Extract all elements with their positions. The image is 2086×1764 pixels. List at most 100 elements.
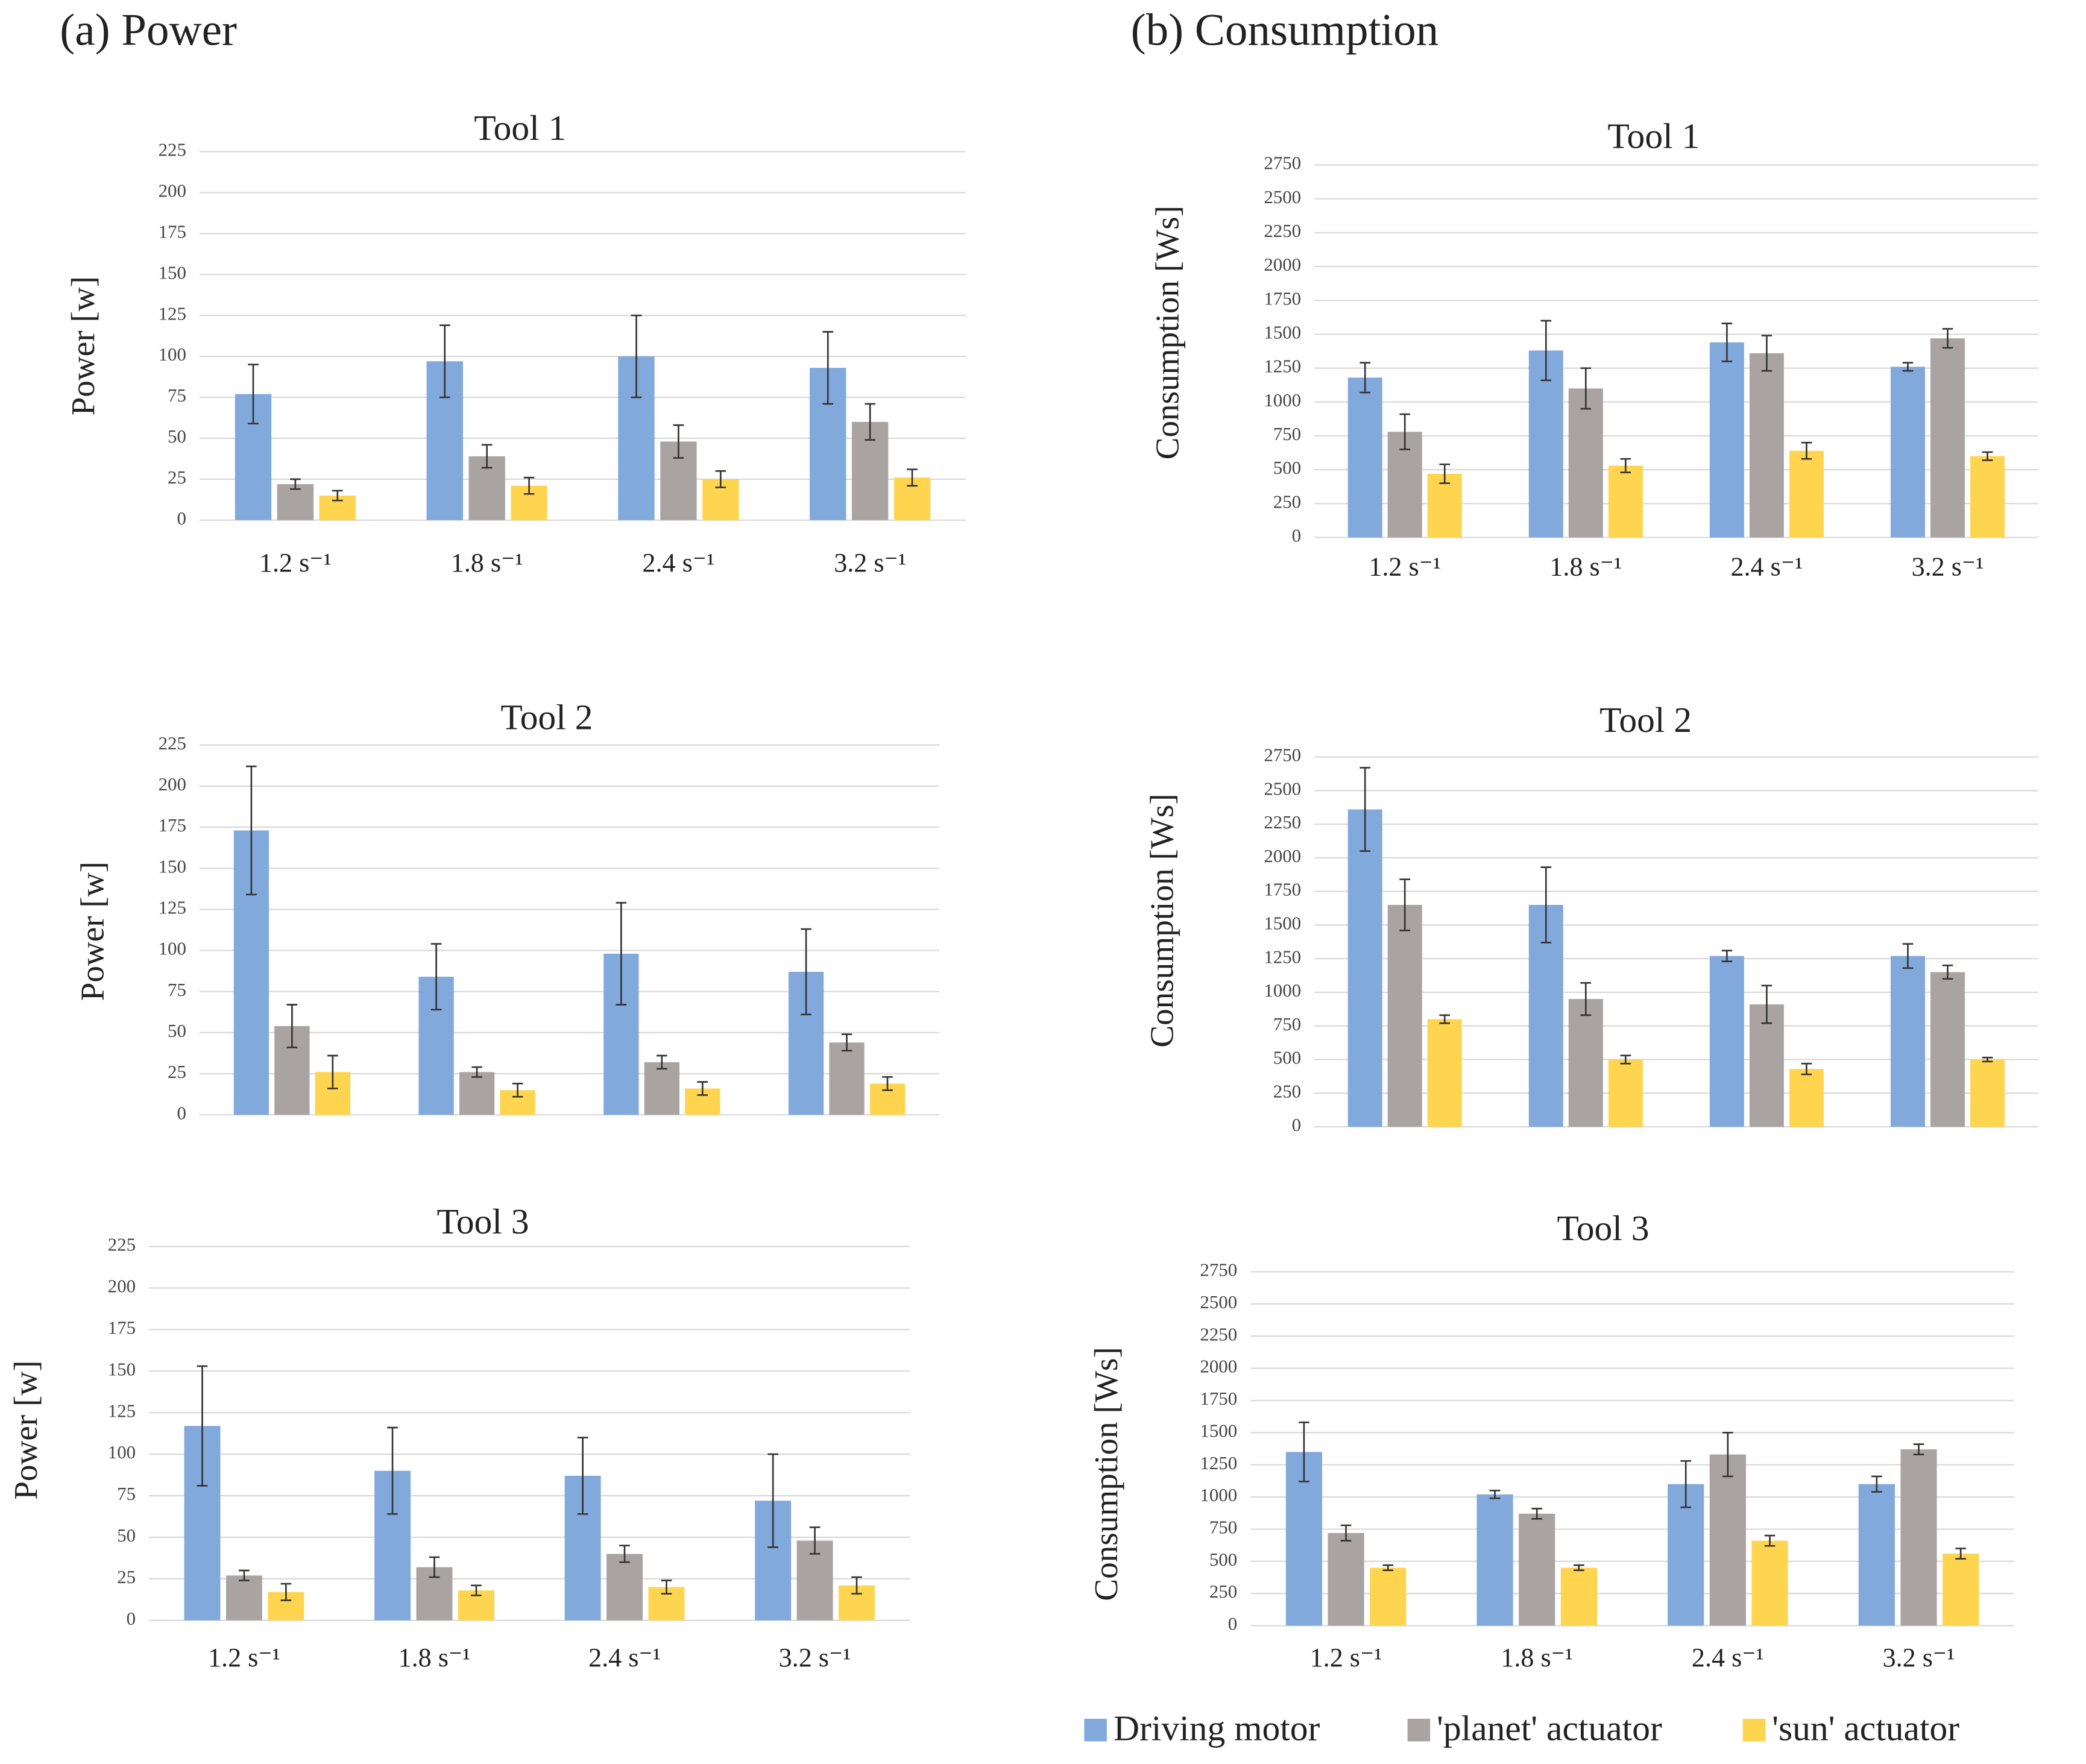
error-bar	[631, 314, 642, 398]
y-tick-label: 2750	[1264, 745, 1301, 766]
error-bar	[1942, 328, 1953, 349]
bar	[1427, 1019, 1462, 1127]
y-tick-label: 200	[159, 180, 186, 201]
legend-swatch	[1742, 1718, 1766, 1742]
bar	[1347, 377, 1382, 538]
error-bar	[673, 424, 684, 459]
y-tick-label: 1500	[1264, 322, 1301, 343]
error-bar	[1540, 320, 1552, 382]
x-tick-label: 2.4 s⁻¹	[1730, 552, 1803, 582]
error-bar	[1299, 1421, 1309, 1482]
bar	[1751, 1540, 1788, 1626]
y-tick-label: 50	[168, 1020, 186, 1041]
error-bar	[767, 1453, 778, 1548]
y-tick-label: 225	[108, 1234, 136, 1255]
y-tick-label: 175	[108, 1317, 136, 1338]
x-tick-label: 1.8 s⁻¹	[399, 1643, 471, 1672]
error-bar	[1340, 1524, 1352, 1542]
y-tick-label: 75	[168, 979, 186, 1000]
y-tick-label: 175	[159, 221, 186, 242]
bar	[1328, 1532, 1364, 1626]
bar	[1749, 353, 1784, 538]
y-tick-label: 750	[1209, 1517, 1237, 1538]
y-tick-label: 2000	[1200, 1356, 1237, 1377]
y-tick-label: 1000	[1264, 980, 1301, 1001]
x-tick-label: 3.2 s⁻¹	[779, 1643, 851, 1672]
bar	[1427, 473, 1462, 538]
error-bar	[286, 1004, 298, 1048]
y-tick-label: 0	[127, 1608, 136, 1629]
bar	[1900, 1449, 1937, 1626]
error-bar	[1580, 982, 1592, 1016]
y-tick-label: 1750	[1264, 288, 1301, 309]
chart-title: Tool 2	[500, 698, 593, 737]
y-axis-label: Consumption [Ws]	[1088, 1347, 1124, 1601]
heading: (a) Power	[60, 5, 237, 55]
x-tick-label: 1.2 s⁻¹	[1310, 1643, 1382, 1672]
error-bar	[1801, 1062, 1812, 1076]
y-tick-label: 2500	[1264, 778, 1301, 799]
y-tick-label: 125	[159, 896, 186, 918]
y-tick-label: 100	[108, 1441, 136, 1463]
y-tick-label: 2250	[1264, 811, 1301, 833]
y-tick-label: 1250	[1264, 946, 1301, 967]
error-bar	[471, 1584, 482, 1596]
error-bar	[882, 1076, 893, 1091]
y-tick-label: 100	[159, 344, 186, 365]
bar	[225, 1575, 262, 1621]
bar	[1709, 956, 1744, 1127]
y-tick-label: 1000	[1200, 1484, 1237, 1505]
y-tick-label: 200	[108, 1276, 136, 1297]
bar	[1970, 456, 2005, 538]
y-tick-label: 500	[1209, 1549, 1237, 1570]
y-tick-label: 1500	[1264, 913, 1301, 934]
bar	[1890, 956, 1925, 1127]
error-bar	[865, 403, 875, 441]
bar	[1608, 465, 1643, 538]
y-tick-label: 25	[168, 467, 186, 488]
legend-swatch	[1084, 1718, 1107, 1742]
error-bar	[1489, 1490, 1501, 1499]
y-tick-label: 500	[1273, 1047, 1301, 1068]
error-bar	[1360, 362, 1371, 394]
y-tick-label: 150	[159, 262, 186, 283]
error-bar	[1721, 950, 1733, 962]
error-bar	[1574, 1564, 1584, 1572]
y-tick-label: 2750	[1200, 1259, 1237, 1280]
bar	[607, 1554, 643, 1621]
bar	[1858, 1484, 1895, 1626]
error-bar	[512, 1083, 523, 1098]
error-bar	[1871, 1475, 1882, 1493]
y-tick-label: 250	[1273, 491, 1301, 512]
error-bar	[387, 1426, 398, 1515]
error-bar	[1620, 458, 1631, 473]
error-bar	[1540, 866, 1552, 943]
error-bar	[1360, 767, 1371, 852]
y-tick-label: 2000	[1264, 845, 1301, 866]
chart-title: Tool 3	[436, 1202, 529, 1241]
x-tick-label: 2.4 s⁻¹	[642, 548, 714, 578]
y-tick-label: 200	[159, 773, 186, 795]
bar	[1709, 1454, 1746, 1626]
bar	[1930, 338, 1965, 538]
bar	[1709, 342, 1744, 538]
bar	[644, 1062, 679, 1115]
error-bar	[1399, 878, 1411, 931]
error-bar	[1721, 323, 1733, 362]
bar	[1476, 1494, 1513, 1626]
legend-label: 'sun' actuator	[1772, 1709, 1959, 1748]
y-tick-label: 2500	[1200, 1291, 1237, 1312]
y-tick-label: 75	[117, 1483, 136, 1504]
error-bar	[1439, 463, 1451, 484]
error-bar	[1955, 1548, 1967, 1560]
x-tick-label: 1.8 s⁻¹	[1549, 552, 1622, 582]
error-bar	[1722, 1432, 1733, 1478]
error-bar	[280, 1583, 292, 1601]
bar	[1890, 367, 1925, 538]
y-tick-label: 1750	[1200, 1388, 1237, 1409]
error-bar	[327, 1054, 338, 1089]
x-tick-label: 2.4 s⁻¹	[588, 1643, 661, 1672]
y-tick-label: 225	[159, 732, 186, 754]
